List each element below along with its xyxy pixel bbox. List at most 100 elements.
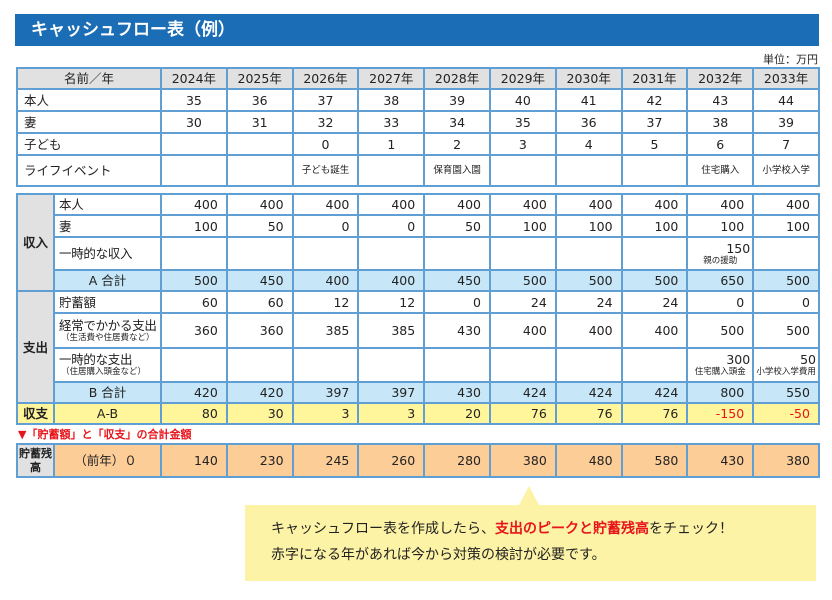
cell: 1 [357, 132, 426, 156]
header-label: 名前／年 [16, 67, 162, 90]
cell-value: 50 [267, 218, 284, 234]
cell: 0 [291, 132, 360, 156]
cell-value: 24 [530, 294, 547, 310]
total-value: 420 [225, 381, 294, 404]
cashflow-table: 収入 本人 400 400 400 400 400 400 400 400 400 400 妻 100 50… [16, 193, 820, 425]
row-label-text: 一時的な収入 [59, 246, 133, 261]
profile-row: ライフイベント 子ども誕生 保育園入園 住宅購入 小学校入学 [16, 154, 820, 187]
cell: 100 [686, 214, 755, 238]
row-label: 貯蓄額 [53, 290, 162, 314]
cell: 400 [686, 193, 755, 216]
cell: 300 住宅購入頭金 [686, 347, 755, 383]
cell: 24 [620, 290, 689, 314]
savings-value: 280 [423, 443, 491, 478]
callout-box: キャッシュフロー表を作成したら、支出のピークと貯蓄残高をチェック！ 赤字になる年… [245, 505, 816, 581]
cell-value: 360 [193, 323, 218, 338]
cell: 36 [225, 88, 294, 112]
cell: 保育園入園 [423, 154, 491, 187]
cell [423, 347, 491, 383]
cell: 7 [752, 132, 820, 156]
cell-value: 400 [457, 197, 481, 212]
row-label-text: 貯蓄額 [59, 294, 96, 310]
cell-value: 400 [522, 323, 547, 338]
year-header: 2030年 [554, 67, 623, 90]
row-sublabel: （住居購入頭金など） [61, 367, 147, 377]
cell: 400 [423, 193, 491, 216]
cell [554, 347, 623, 383]
cell: 39 [423, 88, 491, 112]
table-row: 支出 貯蓄額 60 60 12 12 0 24 24 24 0 0 [16, 290, 820, 404]
cell: 35 [160, 88, 228, 112]
row-label: 子ども [16, 132, 162, 156]
cell: 42 [620, 88, 689, 112]
cell: 430 [423, 312, 491, 349]
balance-formula: A‐B [53, 402, 162, 425]
cell-value: 360 [259, 323, 284, 338]
cell: 100 [752, 214, 820, 238]
cell: 4 [554, 132, 623, 156]
cell-value: 500 [720, 323, 745, 338]
cell: 385 [291, 312, 360, 349]
cell-value: 400 [325, 197, 350, 212]
cell-value: 60 [267, 294, 284, 310]
table-row: 一時的な収入 150 親の援助 [17, 236, 820, 271]
cell-value: 100 [588, 218, 613, 234]
row-label: 一時的な収入 [53, 236, 162, 271]
callout-text: をチェック！ [649, 521, 733, 537]
year-header: 2028年 [423, 67, 491, 90]
cell [620, 236, 689, 271]
row-label: 経常でかかる支出 （生活費や住居費など） [53, 312, 162, 349]
row-label: 妻 [53, 214, 162, 238]
unit-label: 単位：万円 [763, 53, 818, 66]
cell: 400 [225, 193, 294, 216]
balance-value: -150 [686, 402, 755, 425]
cell: 35 [488, 110, 557, 134]
cell: 60 [160, 290, 228, 314]
cell: 100 [620, 214, 689, 238]
cell [488, 154, 557, 187]
table-row: 収入 本人 400 400 400 400 400 400 400 400 400 400 [16, 193, 820, 292]
total-row: B 合計 420 420 397 397 430 424 424 424 800 550 [17, 381, 820, 404]
cell: 0 [423, 290, 491, 314]
cell: 38 [686, 110, 755, 134]
callout-text: キャッシュフロー表を作成したら、 [271, 521, 495, 537]
savings-value: 480 [554, 443, 623, 478]
section-label-income: 収入 [16, 193, 55, 292]
cell-value: 500 [786, 323, 810, 338]
cell: 50 [225, 214, 294, 238]
balance-value: 3 [291, 402, 360, 425]
cell-value: 24 [662, 294, 679, 310]
cell: 150 親の援助 [686, 236, 755, 271]
cell: 0 [357, 214, 426, 238]
year-header: 2024年 [160, 67, 228, 90]
cell: 100 [488, 214, 557, 238]
year-header: 2033年 [752, 67, 820, 90]
cell: 41 [554, 88, 623, 112]
balance-value: -50 [752, 402, 820, 425]
cell [160, 154, 228, 187]
cell [225, 154, 294, 187]
cell-value: 400 [391, 197, 416, 212]
cell: 50 小学校入学費用 [752, 347, 820, 383]
cell: 400 [620, 312, 689, 349]
cell: 0 [686, 290, 755, 314]
balance-label: 収支 [16, 402, 55, 425]
savings-value: 140 [160, 443, 228, 478]
row-label: 本人 [16, 88, 162, 112]
cell-value: 0 [736, 294, 745, 310]
savings-value: 230 [225, 443, 294, 478]
cell [160, 132, 228, 156]
balance-value: 76 [488, 402, 557, 425]
cell-value: 400 [720, 197, 745, 212]
cell: 住宅購入 [686, 154, 755, 187]
cell: 400 [554, 312, 623, 349]
cell: 0 [291, 214, 360, 238]
cell-value: 0 [407, 218, 416, 234]
balance-value: 76 [554, 402, 623, 425]
cell: 60 [225, 290, 294, 314]
row-label-text: 本人 [59, 197, 84, 212]
cell: 37 [620, 110, 689, 134]
cell-value: 400 [786, 197, 810, 212]
cell: 360 [160, 312, 228, 349]
tables-area: 名前／年 2024年 2025年 2026年 2027年 2028年 2029年 2030年 2… [16, 67, 820, 478]
